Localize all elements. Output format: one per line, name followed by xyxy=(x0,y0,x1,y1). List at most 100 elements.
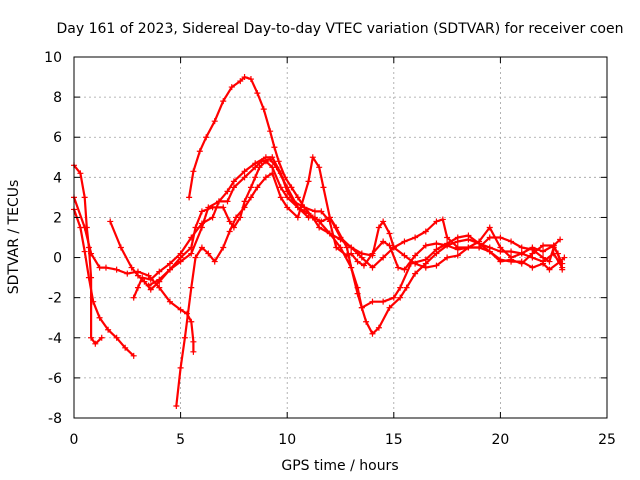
data-point xyxy=(444,254,451,261)
data-point xyxy=(288,184,295,191)
x-tick-label: 15 xyxy=(385,432,403,448)
data-point xyxy=(465,232,472,239)
data-point xyxy=(284,194,291,201)
data-point xyxy=(211,118,218,125)
data-point xyxy=(147,286,154,293)
data-point xyxy=(444,242,451,249)
data-point xyxy=(326,218,333,225)
series-line xyxy=(188,76,564,271)
data-point xyxy=(233,214,240,221)
data-point xyxy=(141,278,148,285)
data-point xyxy=(145,282,152,289)
data-point xyxy=(390,244,397,251)
y-tick-label: 0 xyxy=(53,251,62,267)
data-point xyxy=(92,340,99,347)
data-point xyxy=(518,250,525,257)
data-point xyxy=(190,168,197,175)
data-point xyxy=(369,264,376,271)
data-point xyxy=(188,234,195,241)
data-point xyxy=(130,294,137,301)
data-point xyxy=(397,284,404,291)
data-point xyxy=(277,170,284,177)
data-point xyxy=(311,208,318,215)
chart-title: Day 161 of 2023, Sidereal Day-to-day VTE… xyxy=(57,21,624,37)
data-point xyxy=(284,204,291,211)
data-point xyxy=(102,264,109,271)
data-point xyxy=(220,204,227,211)
data-point xyxy=(401,238,408,245)
data-point xyxy=(211,258,218,265)
y-tick-label: 2 xyxy=(53,210,62,226)
data-point xyxy=(386,242,393,249)
data-point xyxy=(422,242,429,249)
data-point xyxy=(252,174,259,181)
data-point xyxy=(198,220,205,227)
data-point xyxy=(156,276,163,283)
data-point xyxy=(224,188,231,195)
data-point xyxy=(181,334,188,341)
data-point xyxy=(254,184,261,191)
data-point xyxy=(465,244,472,251)
data-point xyxy=(252,160,259,167)
data-point xyxy=(81,224,88,231)
y-tick-label: -6 xyxy=(48,371,62,387)
data-point xyxy=(348,244,355,251)
data-point xyxy=(81,194,88,201)
series-track-8 xyxy=(130,154,566,301)
data-point xyxy=(433,218,440,225)
data-point xyxy=(354,290,361,297)
data-point xyxy=(247,76,254,83)
data-point xyxy=(215,198,222,205)
data-point xyxy=(318,208,325,215)
data-point xyxy=(269,164,276,171)
data-point xyxy=(401,252,408,259)
data-point xyxy=(130,352,137,359)
data-point xyxy=(139,274,146,281)
y-tick-label: 6 xyxy=(53,130,62,146)
data-point xyxy=(230,178,237,185)
data-point xyxy=(546,266,553,273)
data-point xyxy=(105,326,112,333)
data-point xyxy=(444,234,451,241)
data-point xyxy=(134,284,141,291)
data-point xyxy=(397,294,404,301)
data-point xyxy=(390,294,397,301)
y-axis-label: SDTVAR / TECUs xyxy=(6,180,22,295)
data-point xyxy=(529,264,536,271)
data-point xyxy=(220,98,227,105)
data-point xyxy=(177,364,184,371)
data-point xyxy=(188,284,195,291)
data-point xyxy=(237,78,244,85)
data-point xyxy=(230,184,237,191)
data-point xyxy=(190,348,197,355)
data-point xyxy=(348,264,355,271)
data-point xyxy=(369,250,376,257)
data-point xyxy=(354,258,361,265)
data-point xyxy=(177,306,184,313)
data-series xyxy=(71,74,568,409)
data-point xyxy=(198,208,205,215)
data-point xyxy=(128,264,135,271)
data-point xyxy=(518,260,525,267)
data-point xyxy=(320,184,327,191)
data-point xyxy=(439,216,446,223)
data-point xyxy=(241,204,248,211)
data-point xyxy=(209,204,216,211)
data-point xyxy=(156,268,163,275)
data-point xyxy=(88,250,95,257)
x-tick-label: 5 xyxy=(176,432,185,448)
data-point xyxy=(220,244,227,251)
data-point xyxy=(113,266,120,273)
data-point xyxy=(284,188,291,195)
data-point xyxy=(196,148,203,155)
series-line xyxy=(72,208,135,357)
data-point xyxy=(305,178,312,185)
y-tick-label: -8 xyxy=(48,411,62,427)
data-point xyxy=(360,262,367,269)
data-point xyxy=(508,248,515,255)
data-point xyxy=(412,252,419,259)
data-point xyxy=(403,284,410,291)
x-axis-label: GPS time / hours xyxy=(281,458,398,474)
data-point xyxy=(290,198,297,205)
series-line xyxy=(132,156,564,299)
